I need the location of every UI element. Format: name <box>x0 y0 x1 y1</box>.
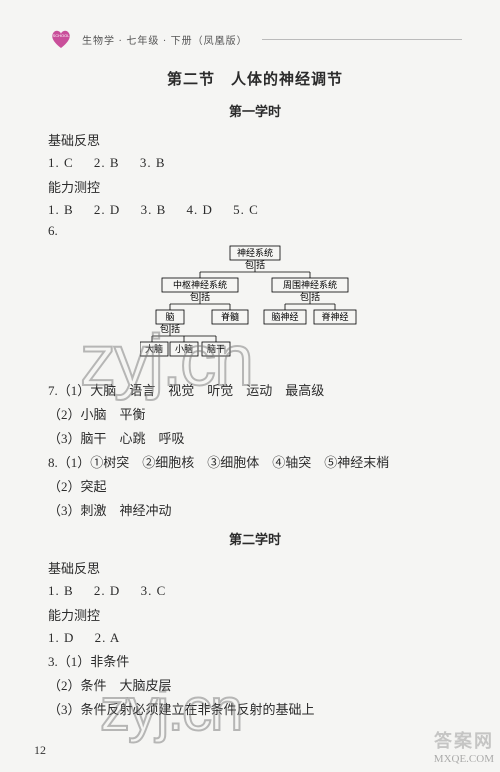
header-rule <box>262 39 462 40</box>
q3-line3: （3）条件反射必须建立在非条件反射的基础上 <box>48 699 462 718</box>
basic-answers-1: 1. C 2. B 3. B <box>48 155 462 171</box>
answer: 2. D <box>94 583 120 599</box>
answer: 1. B <box>48 583 74 599</box>
ability-head-2: 能力测控 <box>48 605 462 624</box>
corner-logo: 答案网 MXQE.COM <box>434 731 494 766</box>
q6-label: 6. <box>48 223 462 239</box>
q8-line1: 8.（1）①树突 ②细胞核 ③细胞体 ④轴突 ⑤神经末梢 <box>48 452 462 471</box>
answer: 1. C <box>48 155 74 171</box>
ability-head-1: 能力测控 <box>48 177 462 196</box>
answer: 3. C <box>141 583 167 599</box>
svg-text:周围神经系统: 周围神经系统 <box>283 279 337 290</box>
school-heart-icon: SCHOOL <box>48 28 74 50</box>
page-root: SCHOOL 生物学 · 七年级 · 下册（凤凰版） 第二节 人体的神经调节 第… <box>0 0 500 772</box>
answer: 3. B <box>141 202 167 218</box>
svg-text:神经系统: 神经系统 <box>237 247 273 258</box>
basic-head-1: 基础反思 <box>48 130 462 149</box>
corner-line2: MXQE.COM <box>434 753 494 766</box>
q8-line2: （2）突起 <box>48 476 462 495</box>
answer: 4. D <box>186 202 212 218</box>
q7-line1: 7.（1）大脑 语言 视觉 听觉 运动 最高级 <box>48 380 462 399</box>
basic-head-2: 基础反思 <box>48 558 462 577</box>
answer: 2. D <box>94 202 120 218</box>
svg-text:脊髓: 脊髓 <box>221 311 239 322</box>
basic-answers-2: 1. B 2. D 3. C <box>48 583 462 599</box>
corner-line1: 答案网 <box>434 731 494 753</box>
ability-answers-2: 1. D 2. A <box>48 630 462 646</box>
svg-text:中枢神经系统: 中枢神经系统 <box>173 279 227 290</box>
header-text: 生物学 · 七年级 · 下册（凤凰版） <box>82 32 248 47</box>
ability-answers-1: 1. B 2. D 3. B 4. D 5. C <box>48 202 462 218</box>
answer: 3. B <box>140 155 166 171</box>
answer: 2. B <box>94 155 120 171</box>
nervous-system-diagram: 神经系统 包 括 中枢神经系统 包 括 周围神经系统 包 括 脑 <box>140 244 370 374</box>
page-number: 12 <box>34 743 46 758</box>
answer: 2. A <box>95 630 121 646</box>
svg-text:SCHOOL: SCHOOL <box>53 33 71 38</box>
q3-line2: （2）条件 大脑皮层 <box>48 675 462 694</box>
page-header: SCHOOL 生物学 · 七年级 · 下册（凤凰版） <box>48 28 462 50</box>
q8-line3: （3）刺激 神经冲动 <box>48 500 462 519</box>
svg-text:小脑: 小脑 <box>175 343 193 354</box>
svg-text:脑干: 脑干 <box>207 343 225 354</box>
period1-subtitle: 第一学时 <box>48 101 462 120</box>
q7-line2: （2）小脑 平衡 <box>48 404 462 423</box>
svg-text:脑: 脑 <box>165 311 174 322</box>
answer: 1. D <box>48 630 74 646</box>
svg-text:脊神经: 脊神经 <box>321 311 348 322</box>
period2-subtitle: 第二学时 <box>48 529 462 548</box>
answer: 5. C <box>233 202 259 218</box>
q3-line1: 3.（1）非条件 <box>48 651 462 670</box>
q7-line3: （3）脑干 心跳 呼吸 <box>48 428 462 447</box>
answer: 1. B <box>48 202 74 218</box>
section-title: 第二节 人体的神经调节 <box>48 68 462 89</box>
svg-text:大脑: 大脑 <box>145 343 163 354</box>
svg-text:脑神经: 脑神经 <box>271 311 298 322</box>
